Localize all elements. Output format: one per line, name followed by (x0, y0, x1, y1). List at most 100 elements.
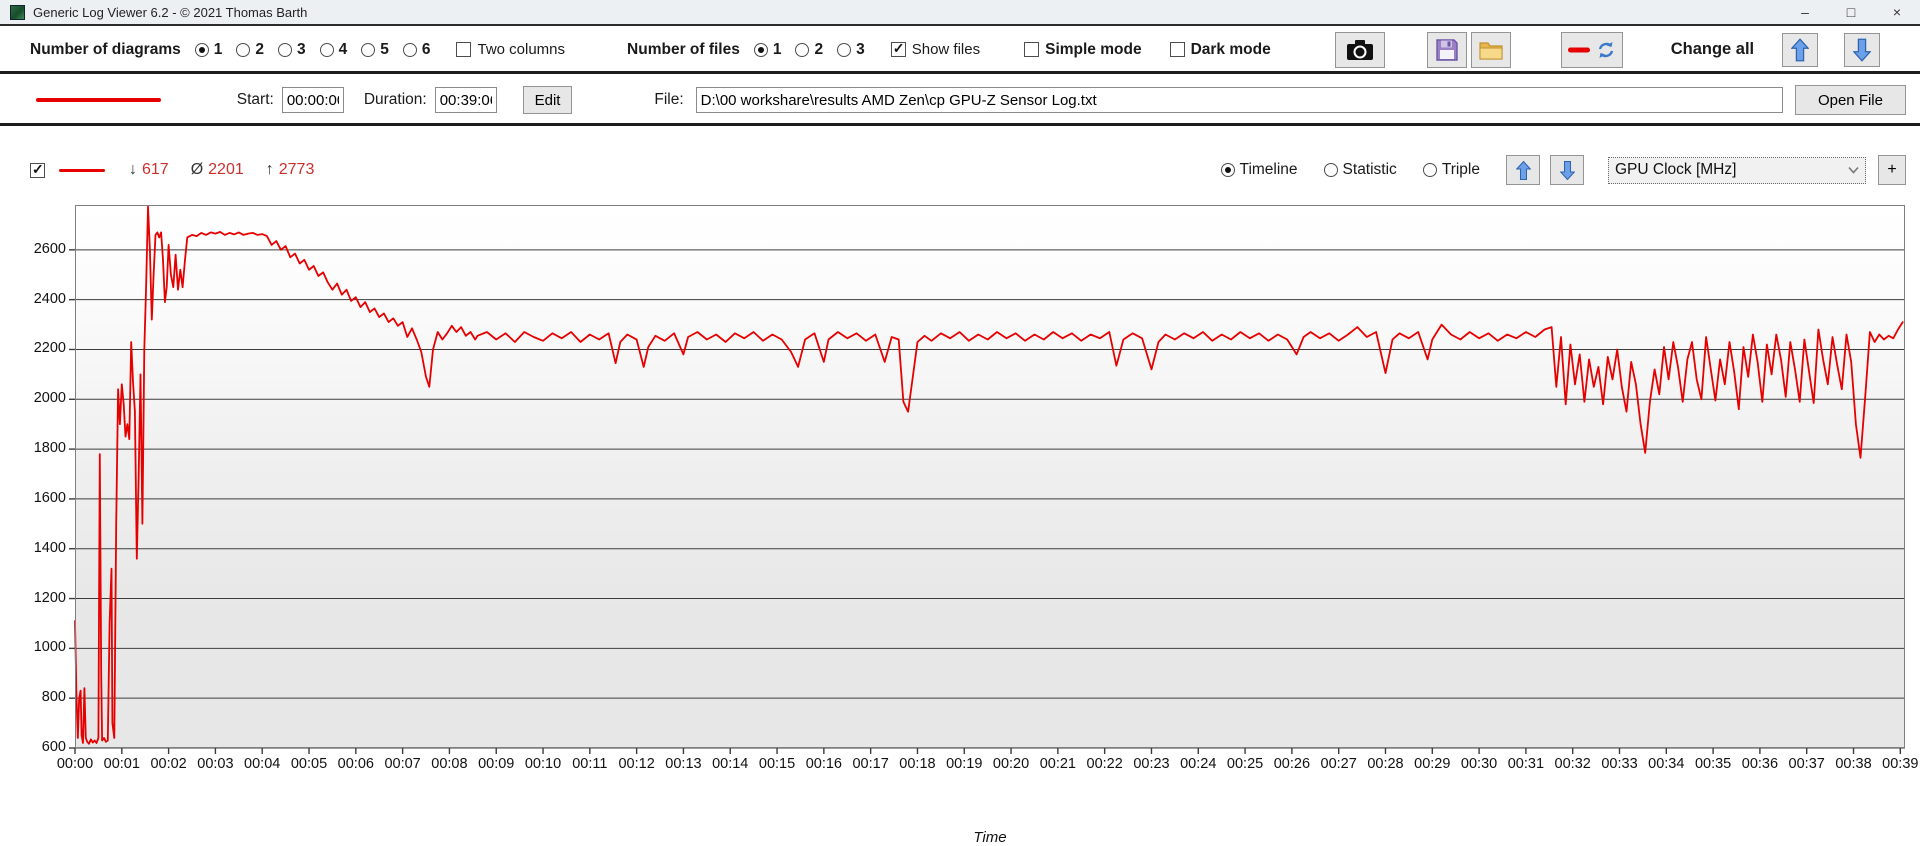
title-bar: Generic Log Viewer 6.2 - © 2021 Thomas B… (0, 0, 1920, 26)
screenshot-button[interactable] (1334, 31, 1385, 68)
radio-icon[interactable] (402, 42, 417, 57)
file-count-2[interactable]: 2 (795, 41, 823, 59)
edit-button[interactable]: Edit (522, 86, 573, 114)
close-button[interactable]: × (1892, 4, 1902, 20)
diagram-count-1[interactable]: 1 (194, 40, 223, 59)
line-style-reset-button[interactable] (1560, 31, 1623, 68)
diagram-count-label: 1 (213, 40, 223, 58)
minimize-button[interactable]: – (1801, 4, 1809, 20)
x-tick-label: 00:33 (1601, 756, 1638, 772)
view-mode-triple[interactable]: Triple (1422, 161, 1480, 179)
diagram-move-up-button[interactable] (1506, 155, 1540, 185)
min-value: 617 (142, 161, 169, 178)
move-all-up-button[interactable] (1782, 32, 1819, 67)
radio-icon[interactable] (236, 42, 251, 57)
radio-icon[interactable] (1220, 163, 1235, 177)
y-tick-label: 600 (41, 739, 66, 755)
number-of-diagrams-label: Number of diagrams (30, 40, 181, 58)
move-all-down-button[interactable] (1844, 32, 1881, 67)
view-mode-timeline[interactable]: Timeline (1220, 161, 1298, 179)
radio-icon[interactable] (795, 42, 810, 57)
x-tick-label: 00:19 (946, 756, 983, 772)
x-tick-label: 00:08 (431, 756, 468, 772)
chevron-down-icon (1848, 161, 1859, 179)
y-tick-label: 800 (41, 689, 66, 706)
view-mode-radio-group: Timeline Statistic Triple (1220, 161, 1480, 179)
file-count-1[interactable]: 1 (753, 41, 781, 59)
file-row: Start: Duration: Edit File: Open File (0, 77, 1920, 126)
diagram-count-label: 4 (338, 40, 348, 58)
radio-icon[interactable] (1422, 163, 1437, 177)
diagram-count-3[interactable]: 3 (277, 40, 306, 59)
number-of-files-label: Number of files (627, 40, 740, 58)
add-signal-button[interactable]: + (1878, 155, 1906, 185)
radio-icon[interactable] (277, 42, 292, 57)
y-tick-label: 1800 (33, 440, 66, 457)
y-tick-label: 1000 (33, 639, 66, 656)
open-folder-button[interactable] (1470, 31, 1511, 68)
duration-input[interactable] (434, 87, 497, 113)
file-count-radio-group: 1 2 3 (753, 41, 865, 59)
simple-mode-checkbox-box[interactable] (1024, 42, 1040, 57)
x-tick-label: 00:25 (1226, 756, 1264, 772)
series-enabled-checkbox[interactable] (30, 161, 45, 178)
two-columns-label: Two columns (477, 41, 566, 58)
view-mode-label: Timeline (1239, 161, 1298, 178)
show-files-checkbox-box[interactable] (890, 40, 906, 57)
x-tick-label: 00:27 (1320, 756, 1357, 772)
x-tick-label: 00:24 (1180, 756, 1217, 772)
duration-label: Duration: (363, 91, 427, 108)
diagram-count-radio-group: 1 2 3 4 5 6 (194, 40, 430, 59)
radio-icon[interactable] (361, 42, 376, 57)
save-button[interactable] (1426, 31, 1467, 68)
two-columns-checkbox[interactable]: Two columns (456, 41, 565, 58)
radio-icon[interactable] (837, 42, 852, 57)
signal-select-dropdown[interactable]: GPU Clock [MHz] (1608, 156, 1866, 184)
dark-mode-checkbox-box[interactable] (1169, 42, 1185, 57)
simple-mode-checkbox[interactable]: Simple mode (1024, 40, 1142, 59)
min-stat: ↓ 617 (129, 161, 169, 179)
diagram-count-label: 3 (296, 40, 306, 58)
floppy-disk-icon (1436, 38, 1458, 61)
x-tick-label: 00:14 (712, 756, 749, 772)
maximize-button[interactable]: □ (1846, 4, 1856, 20)
app-icon (10, 4, 25, 20)
start-label: Start: (236, 91, 274, 108)
file-label: File: (654, 91, 684, 108)
y-tick-label: 2200 (33, 340, 66, 357)
diagram-count-2[interactable]: 2 (236, 41, 264, 59)
file-count-3[interactable]: 3 (837, 41, 865, 59)
open-file-button[interactable]: Open File (1794, 85, 1906, 115)
diagram-count-6[interactable]: 6 (402, 41, 430, 59)
file-path-input[interactable] (695, 87, 1783, 113)
x-tick-label: 00:36 (1741, 756, 1779, 772)
diagram-count-4[interactable]: 4 (319, 40, 348, 59)
max-value: 2773 (278, 161, 315, 178)
show-files-checkbox[interactable]: Show files (890, 40, 981, 58)
radio-icon[interactable] (194, 42, 209, 57)
x-tick-label: 00:02 (150, 756, 187, 772)
avg-value: 2201 (208, 161, 244, 178)
window-controls: – □ × (1782, 0, 1920, 24)
x-tick-label: 00:21 (1039, 756, 1076, 772)
x-tick-label: 00:07 (384, 756, 421, 772)
diagram-1-panel: ↓ 617 Ø 2201 ↑ 2773 Timeline Statistic Tri… (0, 129, 1920, 846)
x-tick-label: 00:13 (665, 756, 702, 772)
show-files-label: Show files (911, 41, 981, 58)
view-mode-statistic[interactable]: Statistic (1323, 161, 1397, 179)
dark-mode-checkbox[interactable]: Dark mode (1169, 41, 1271, 59)
radio-icon[interactable] (753, 42, 768, 57)
folder-icon (1479, 41, 1503, 60)
y-tick-label: 1200 (33, 589, 66, 606)
radio-icon[interactable] (1323, 163, 1338, 177)
x-tick-label: 00:12 (618, 756, 655, 772)
two-columns-checkbox-box[interactable] (456, 42, 472, 57)
gpu-clock-chart (69, 205, 1905, 754)
radio-icon[interactable] (319, 42, 334, 57)
diagram-count-5[interactable]: 5 (361, 41, 389, 59)
start-time-input[interactable] (281, 87, 344, 113)
diagram-move-down-button[interactable] (1550, 155, 1584, 185)
x-tick-label: 00:00 (56, 756, 94, 772)
x-tick-label: 00:06 (337, 756, 374, 772)
simple-mode-label: Simple mode (1045, 40, 1142, 58)
